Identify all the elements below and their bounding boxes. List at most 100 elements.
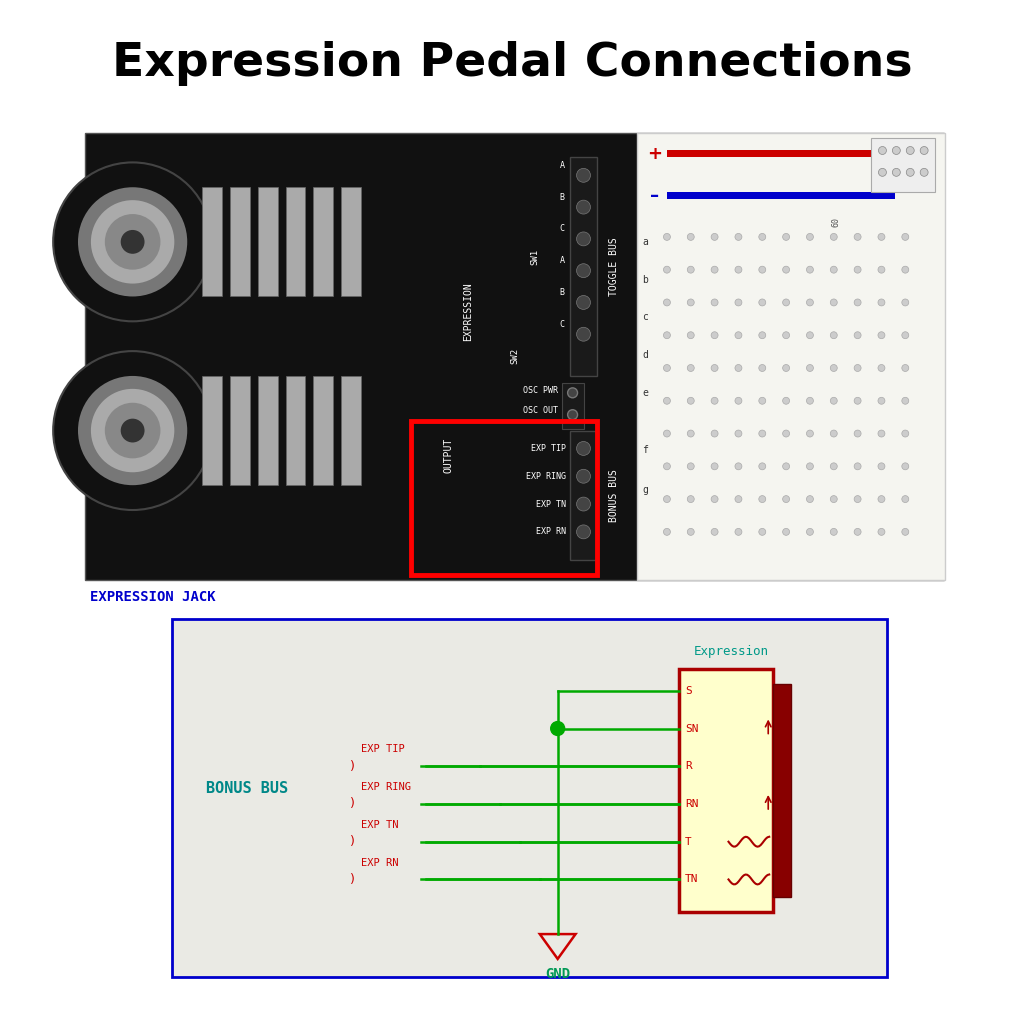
Circle shape <box>830 430 838 437</box>
Circle shape <box>906 168 914 176</box>
Bar <box>202 187 222 297</box>
Circle shape <box>664 266 671 273</box>
Circle shape <box>854 332 861 339</box>
Circle shape <box>759 430 766 437</box>
Circle shape <box>759 365 766 372</box>
Circle shape <box>902 463 908 470</box>
Circle shape <box>830 365 838 372</box>
Circle shape <box>104 402 161 459</box>
Bar <box>258 187 278 297</box>
Text: EXP RN: EXP RN <box>536 527 565 537</box>
Circle shape <box>807 299 813 306</box>
Circle shape <box>878 299 885 306</box>
Text: OUTPUT: OUTPUT <box>443 438 454 473</box>
Circle shape <box>807 332 813 339</box>
Circle shape <box>577 441 591 456</box>
Circle shape <box>854 430 861 437</box>
Circle shape <box>759 266 766 273</box>
Text: A: A <box>560 161 564 170</box>
Circle shape <box>854 233 861 241</box>
Text: SW1: SW1 <box>530 249 540 265</box>
Circle shape <box>687 299 694 306</box>
Circle shape <box>577 264 591 278</box>
Circle shape <box>577 296 591 309</box>
Circle shape <box>854 496 861 503</box>
Bar <box>172 620 888 977</box>
Circle shape <box>830 528 838 536</box>
Bar <box>341 187 361 297</box>
Circle shape <box>687 528 694 536</box>
Text: BONUS BUS: BONUS BUS <box>206 780 288 796</box>
Circle shape <box>782 365 790 372</box>
Circle shape <box>782 397 790 404</box>
Text: SW2: SW2 <box>511 348 519 365</box>
Circle shape <box>830 397 838 404</box>
Circle shape <box>878 332 885 339</box>
Circle shape <box>664 233 671 241</box>
Circle shape <box>664 463 671 470</box>
Circle shape <box>687 463 694 470</box>
Text: R: R <box>685 761 691 771</box>
Circle shape <box>782 266 790 273</box>
Circle shape <box>906 146 914 155</box>
Circle shape <box>830 266 838 273</box>
Circle shape <box>854 528 861 536</box>
Circle shape <box>759 233 766 241</box>
Circle shape <box>735 496 742 503</box>
Text: ): ) <box>350 836 355 848</box>
Bar <box>313 376 333 485</box>
Circle shape <box>121 419 144 442</box>
Text: A: A <box>560 256 564 265</box>
Circle shape <box>902 365 908 372</box>
Bar <box>85 133 944 580</box>
Circle shape <box>782 496 790 503</box>
Text: SN: SN <box>685 724 698 733</box>
Text: EXP RING: EXP RING <box>525 472 565 480</box>
Circle shape <box>854 266 861 273</box>
Circle shape <box>902 528 908 536</box>
Bar <box>561 383 584 429</box>
Circle shape <box>807 397 813 404</box>
Circle shape <box>807 496 813 503</box>
Circle shape <box>782 528 790 536</box>
Circle shape <box>735 528 742 536</box>
Circle shape <box>830 299 838 306</box>
Circle shape <box>902 430 908 437</box>
Text: ): ) <box>350 873 355 886</box>
Circle shape <box>664 528 671 536</box>
Text: Expression Pedal Connections: Expression Pedal Connections <box>112 41 912 86</box>
Circle shape <box>921 168 928 176</box>
Circle shape <box>782 233 790 241</box>
Circle shape <box>664 430 671 437</box>
Circle shape <box>902 299 908 306</box>
Bar <box>569 430 597 560</box>
Bar <box>230 376 250 485</box>
Circle shape <box>782 430 790 437</box>
Text: GND: GND <box>545 967 570 981</box>
Bar <box>341 376 361 485</box>
Circle shape <box>711 365 718 372</box>
Circle shape <box>782 332 790 339</box>
Circle shape <box>902 233 908 241</box>
Circle shape <box>711 397 718 404</box>
Bar <box>230 187 250 297</box>
Circle shape <box>711 528 718 536</box>
Text: a: a <box>642 237 648 247</box>
Circle shape <box>78 376 187 485</box>
Circle shape <box>711 463 718 470</box>
Circle shape <box>921 146 928 155</box>
Circle shape <box>878 397 885 404</box>
Circle shape <box>577 168 591 182</box>
Circle shape <box>759 528 766 536</box>
Circle shape <box>664 332 671 339</box>
Bar <box>286 376 305 485</box>
Circle shape <box>759 299 766 306</box>
Circle shape <box>687 332 694 339</box>
Circle shape <box>53 351 212 510</box>
Circle shape <box>782 299 790 306</box>
Circle shape <box>735 365 742 372</box>
Text: ): ) <box>350 760 355 773</box>
Text: TN: TN <box>685 874 698 885</box>
Circle shape <box>577 525 591 539</box>
Text: B: B <box>560 288 564 297</box>
